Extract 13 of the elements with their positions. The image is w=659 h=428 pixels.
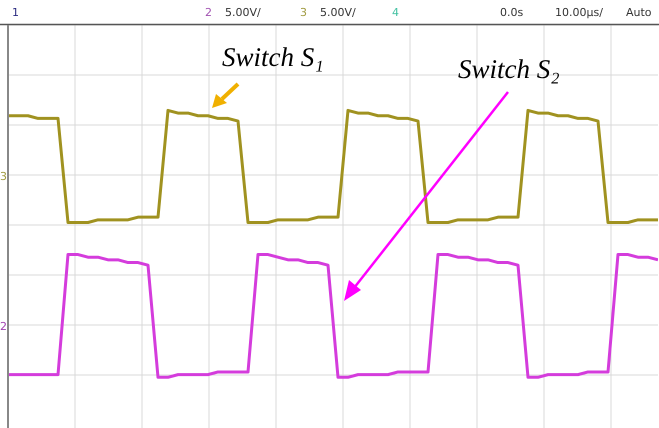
text: Auto xyxy=(626,6,652,19)
text: 2 xyxy=(0,320,7,333)
text: 0.0s xyxy=(500,6,524,19)
text: 5.00V/ xyxy=(320,6,356,19)
text: 3 xyxy=(300,6,307,19)
text: Switch S₁ xyxy=(222,42,324,72)
text: 5.00V/ xyxy=(225,6,262,19)
text: 4 xyxy=(392,6,399,19)
text: 2 xyxy=(205,6,212,19)
text: Switch S₂ xyxy=(458,54,560,84)
text: 3 xyxy=(0,170,7,183)
text: 1 xyxy=(12,6,19,19)
text: 10.00µs/ xyxy=(555,6,604,19)
